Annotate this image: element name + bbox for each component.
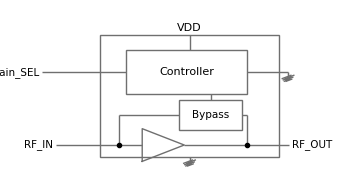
Text: RF_OUT: RF_OUT (292, 140, 332, 151)
Text: Bypass: Bypass (192, 110, 229, 120)
Text: RF_IN: RF_IN (24, 140, 53, 151)
FancyBboxPatch shape (100, 35, 279, 157)
FancyBboxPatch shape (179, 100, 242, 130)
FancyBboxPatch shape (126, 50, 247, 95)
Text: Controller: Controller (159, 67, 214, 77)
Text: Gain_SEL: Gain_SEL (0, 67, 40, 78)
Text: VDD: VDD (177, 23, 202, 33)
